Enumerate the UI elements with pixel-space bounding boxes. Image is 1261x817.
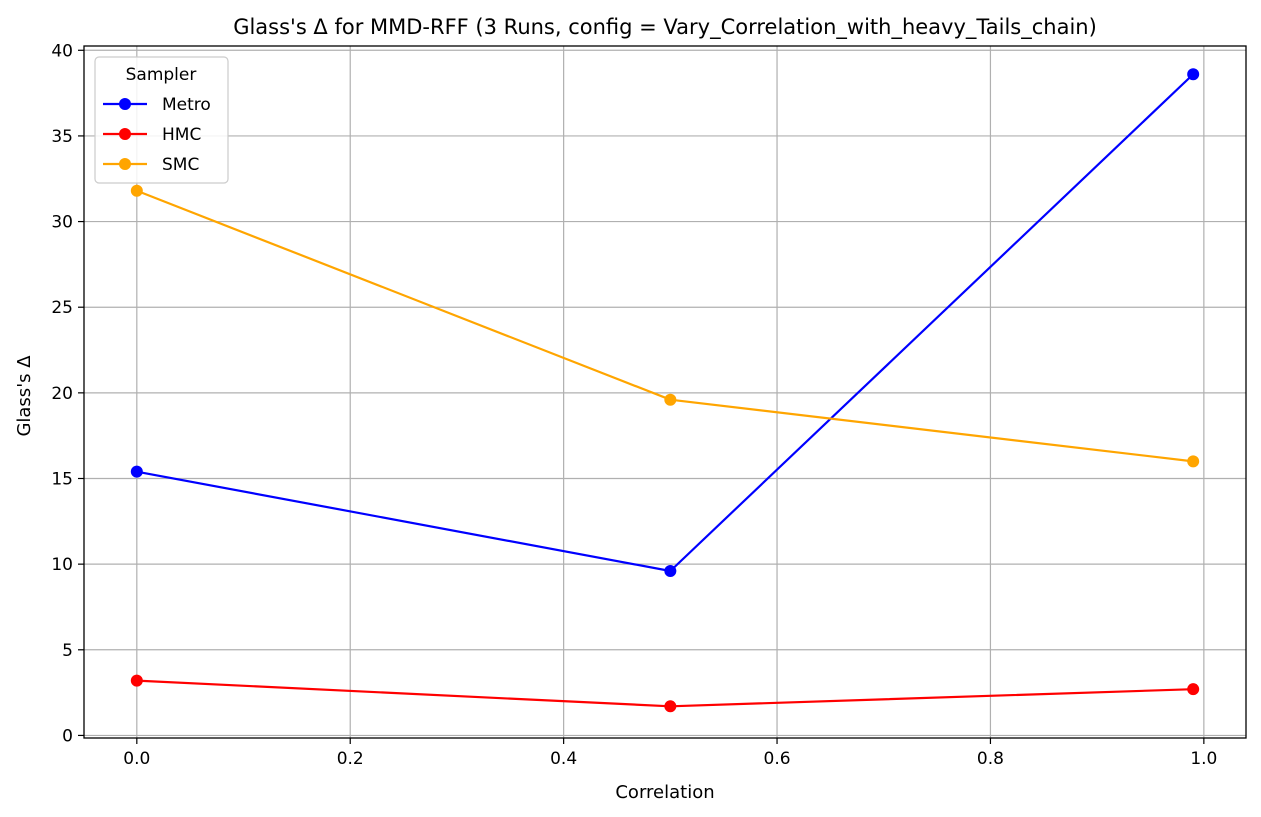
x-tick-label: 0.8 (977, 749, 1004, 769)
x-tick-label: 0.6 (764, 749, 791, 769)
data-point-smc (130, 184, 143, 197)
legend-marker-hmc (119, 128, 131, 140)
legend: Sampler Metro HMC SMC (94, 56, 229, 184)
plot-frame (83, 45, 1247, 739)
legend-marker-smc (119, 158, 131, 170)
y-axis-label: Glass's Δ (14, 355, 35, 437)
y-tick-label: 20 (51, 384, 73, 404)
y-tick-label: 30 (51, 213, 73, 233)
legend-marker-metro (119, 98, 131, 110)
data-point-metro (664, 564, 677, 577)
x-axis-label: Correlation (615, 782, 714, 803)
legend-label-metro: Metro (162, 95, 211, 115)
x-tick-label: 0.4 (550, 749, 577, 769)
legend-title: Sampler (126, 65, 197, 85)
data-point-metro (130, 465, 143, 478)
y-tick-label: 25 (51, 298, 73, 318)
y-tick-label: 35 (51, 127, 73, 147)
chart-title: Glass's Δ for MMD-RFF (3 Runs, config = … (233, 15, 1097, 40)
legend-label-hmc: HMC (162, 125, 201, 145)
y-tick-label: 0 (62, 726, 73, 746)
y-tick-label: 10 (51, 555, 73, 575)
series-layer (130, 68, 1200, 713)
data-point-hmc (664, 700, 677, 713)
legend-entries: Metro HMC SMC (103, 95, 211, 175)
legend-label-smc: SMC (162, 155, 199, 175)
x-tick-label: 0.2 (337, 749, 364, 769)
data-point-hmc (1187, 683, 1200, 696)
legend-frame (94, 56, 229, 184)
x-tick-label: 1.0 (1190, 749, 1217, 769)
y-tick-label: 15 (51, 470, 73, 490)
data-point-hmc (130, 674, 143, 687)
data-point-smc (1187, 455, 1200, 468)
data-point-smc (664, 393, 677, 406)
x-tick-label: 0.0 (123, 749, 150, 769)
data-point-metro (1187, 68, 1200, 81)
grid (84, 46, 1246, 738)
ticks: 0.0 0.2 0.4 0.6 0.8 1.0 0 5 10 15 20 25 30 35 40 (51, 41, 1217, 769)
y-tick-label: 5 (62, 641, 73, 661)
y-tick-label: 40 (51, 41, 73, 61)
